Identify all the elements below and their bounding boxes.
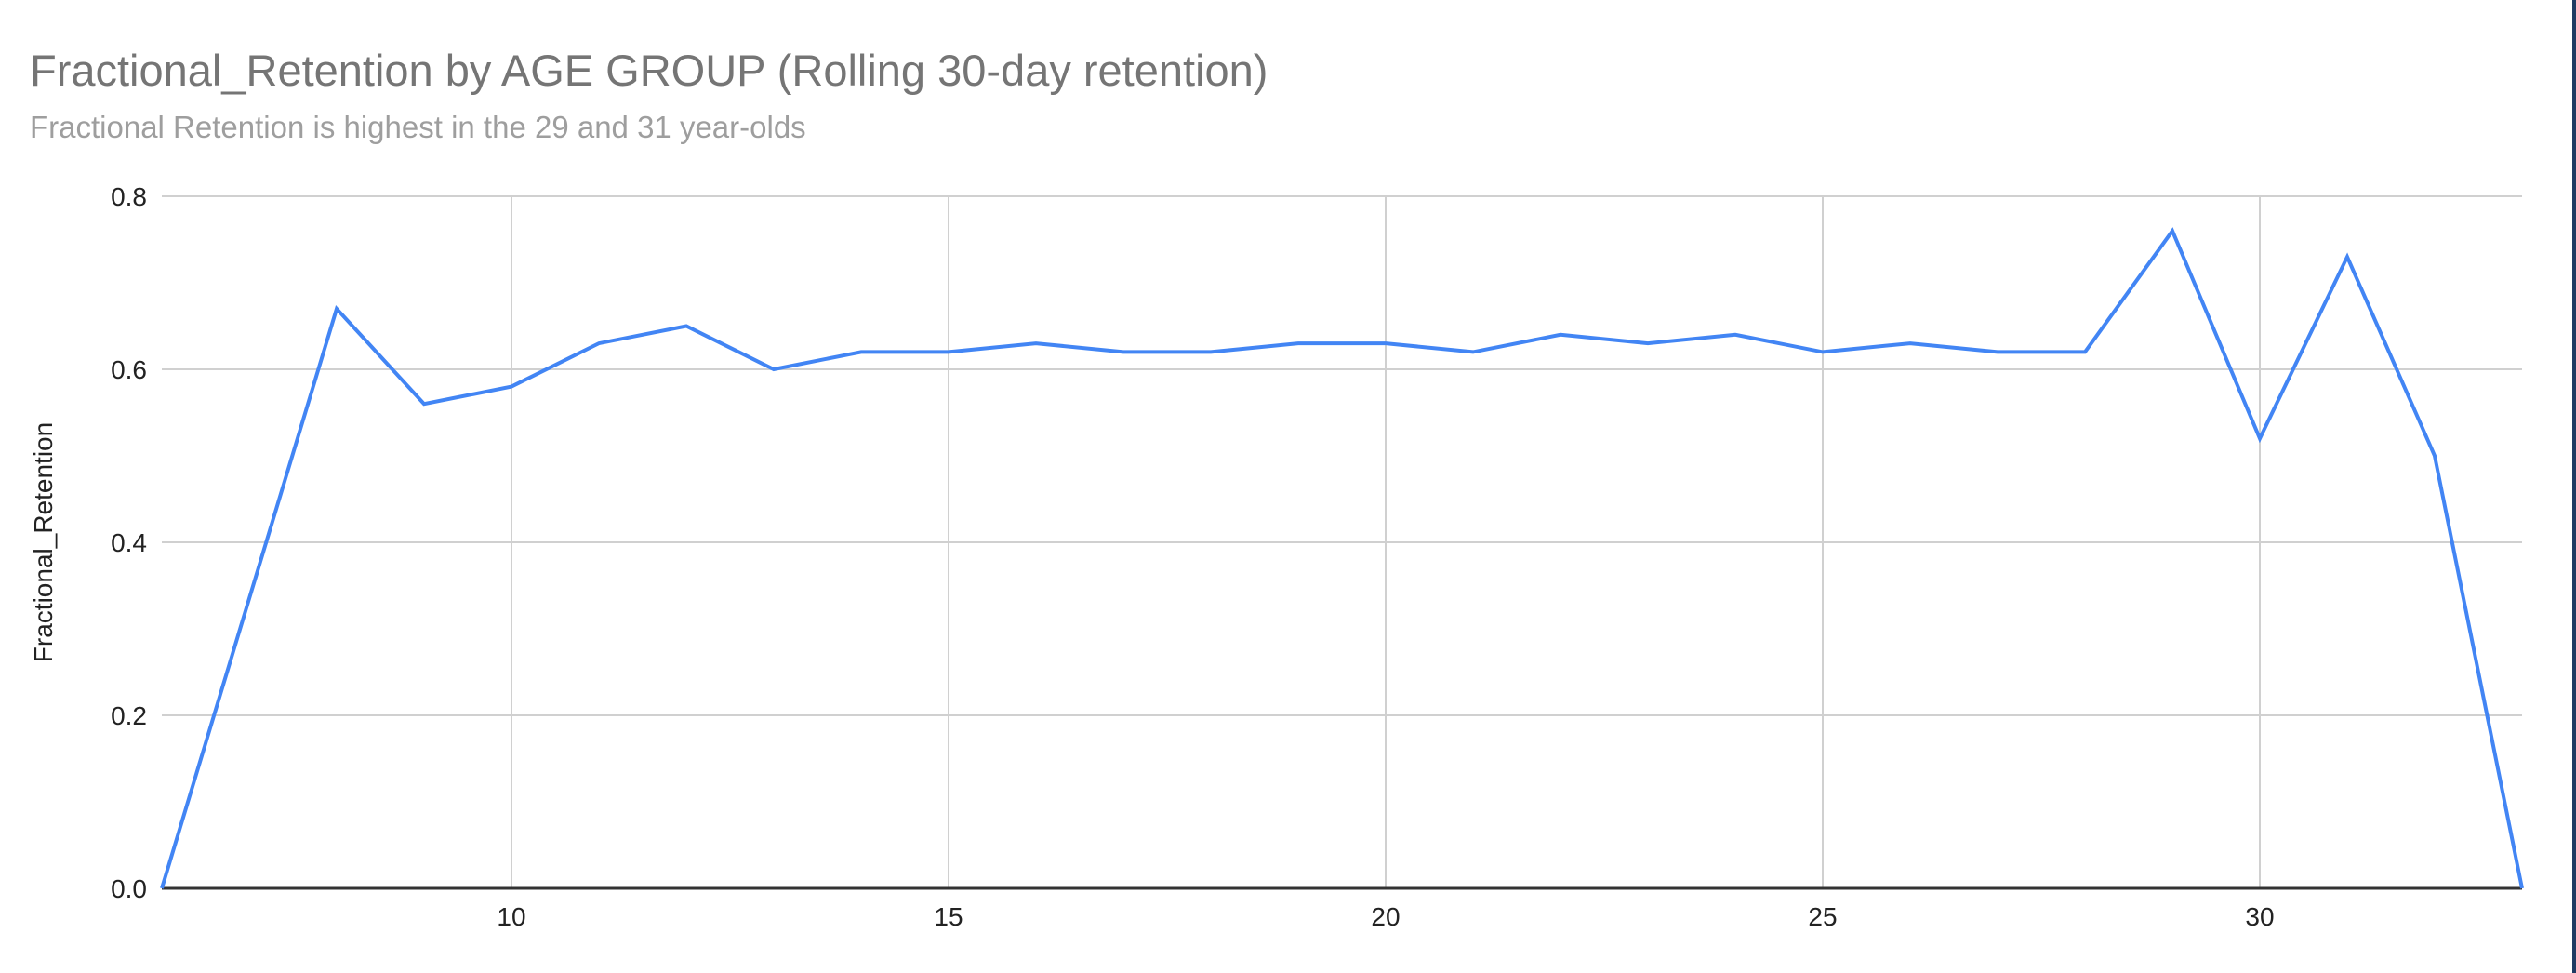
data-point bbox=[1995, 349, 2000, 354]
data-point bbox=[2519, 886, 2525, 891]
label-layer: 0.0 0.2 0.4 0.6 0.8 10 15 20 25 30 Fractional_Rete… bbox=[29, 182, 2275, 931]
series-layer bbox=[159, 227, 2525, 891]
data-point bbox=[946, 349, 951, 354]
grid-layer bbox=[162, 195, 2522, 888]
data-point bbox=[421, 401, 427, 407]
data-point bbox=[2432, 453, 2437, 459]
chart-subtitle: Fractional Retention is highest in the 2… bbox=[30, 110, 806, 144]
y-tick-label: 0.6 bbox=[111, 355, 147, 384]
data-point bbox=[771, 367, 777, 372]
data-point bbox=[684, 324, 689, 329]
chart-title: Fractional_Retention by AGE GROUP (Rolli… bbox=[30, 46, 1268, 95]
y-tick-label: 0.4 bbox=[111, 528, 147, 557]
data-point bbox=[858, 349, 864, 354]
data-point bbox=[1733, 332, 1738, 338]
data-point bbox=[2170, 228, 2175, 233]
series-line bbox=[160, 227, 2524, 889]
data-point bbox=[1033, 340, 1039, 346]
x-tick-label: 30 bbox=[2245, 902, 2274, 931]
data-point bbox=[1645, 340, 1651, 346]
data-point bbox=[159, 886, 165, 891]
y-axis-title: Fractional_Retention bbox=[29, 422, 58, 662]
data-point bbox=[2082, 349, 2088, 354]
data-point bbox=[1470, 349, 1476, 354]
window-edge-divider bbox=[2572, 0, 2576, 973]
data-point bbox=[1907, 340, 1913, 346]
y-tick-label: 0.0 bbox=[111, 874, 147, 903]
data-point bbox=[596, 340, 602, 346]
x-tick-label: 25 bbox=[1808, 902, 1837, 931]
data-point bbox=[1383, 340, 1388, 346]
x-tick-label: 10 bbox=[497, 902, 525, 931]
y-tick-label: 0.2 bbox=[111, 701, 147, 730]
data-point bbox=[1558, 332, 1563, 338]
data-point bbox=[334, 306, 339, 312]
x-tick-label: 20 bbox=[1371, 902, 1400, 931]
data-point bbox=[1121, 349, 1126, 354]
data-point bbox=[2344, 254, 2350, 260]
data-point bbox=[1295, 340, 1301, 346]
data-point bbox=[509, 384, 514, 390]
data-point bbox=[1208, 349, 1214, 354]
data-point bbox=[1820, 349, 1826, 354]
data-point bbox=[2257, 435, 2263, 441]
y-tick-label: 0.8 bbox=[111, 182, 147, 211]
x-tick-label: 15 bbox=[934, 902, 963, 931]
